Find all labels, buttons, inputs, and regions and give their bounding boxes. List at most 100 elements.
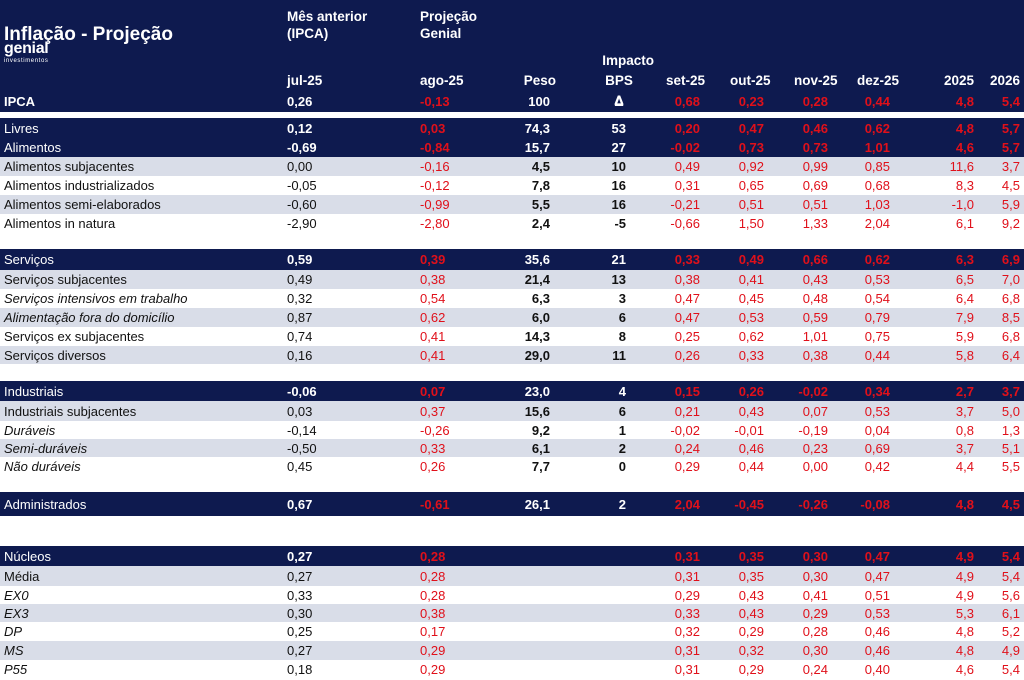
- table-row: DP 0,25 0,17 0,32 0,29 0,28 0,46 4,8 5,2: [0, 622, 1024, 641]
- cell-dez: 0,75: [864, 329, 890, 344]
- cell-y2025: 2,7: [955, 383, 974, 399]
- cell-y2025: 6,5: [955, 272, 974, 287]
- row-label: Não duráveis: [4, 458, 81, 474]
- delta-title: Δ: [614, 93, 624, 108]
- cell-nov: 0,23: [802, 440, 828, 456]
- cell-dez: 0,34: [864, 383, 890, 399]
- cell-y2025: 0,8: [955, 422, 974, 438]
- cell-dez: 0,53: [864, 403, 890, 419]
- cell-set: 0,29: [674, 458, 700, 474]
- cell-jul-25: 0,67: [287, 496, 313, 512]
- cell-peso: 2,4: [531, 216, 550, 231]
- col-nov-25: nov-25: [794, 73, 838, 88]
- cell-out: 0,44: [738, 458, 764, 474]
- cell-nov: 0,30: [802, 548, 828, 564]
- row-label: Serviços subjacentes: [4, 272, 127, 287]
- cell-peso: 15,6: [524, 403, 550, 419]
- table-row: Alimentos semi-elaborados -0,60 -0,99 5,5 16…: [0, 195, 1024, 214]
- cell-nov: 0,51: [802, 197, 828, 212]
- cell-dez: 0,53: [864, 272, 890, 287]
- cell-ago-25: -2,80: [420, 216, 450, 231]
- cell-y2026: 4,5: [1001, 496, 1020, 512]
- cell-y2026: 6,1: [1001, 605, 1020, 621]
- cell-ago-25: 0,38: [420, 605, 446, 621]
- cell-nov: -0,02: [798, 383, 828, 399]
- cell-peso: 4,5: [531, 159, 550, 174]
- cell-dez: 0,62: [864, 120, 890, 136]
- cell-y2026: 5,9: [1001, 197, 1020, 212]
- cell-ago-25: 0,28: [420, 568, 446, 584]
- cell-out: 0,62: [738, 329, 764, 344]
- cell-peso: 7,7: [531, 458, 550, 474]
- cell-out: 0,33: [738, 347, 764, 363]
- cell-y2025: 4,9: [955, 587, 974, 603]
- cell-jul-25: -0,14: [287, 422, 317, 438]
- table-row: Serviços subjacentes 0,49 0,38 21,4 13 0,38 0,…: [0, 270, 1024, 289]
- col-peso: Peso: [523, 73, 556, 88]
- cell-bps: [596, 641, 626, 660]
- row-label: Núcleos: [4, 548, 51, 564]
- col-jul-25: jul-25: [287, 73, 323, 88]
- cell-y2025: 5,9: [955, 329, 974, 344]
- cell-y2026: 6,8: [1001, 329, 1020, 344]
- cell-y2025: 6,3: [955, 252, 974, 267]
- cell-dez: 0,46: [864, 624, 890, 639]
- row-label: Alimentos: [4, 140, 62, 155]
- cell-bps: 16: [611, 197, 626, 212]
- cell-nov: -0,19: [798, 422, 828, 438]
- cell-set: 0,31: [674, 568, 700, 584]
- table-row: Administrados 0,67 -0,61 26,1 2 2,04 -0,45 -0,2…: [0, 492, 1024, 516]
- cell-y2026: 8,5: [1001, 310, 1020, 325]
- cell-y2026: 5,6: [1001, 587, 1020, 603]
- cell-peso: 7,8: [531, 178, 550, 193]
- cell-nov: 0,30: [802, 568, 828, 584]
- row-label: Industriais subjacentes: [4, 403, 137, 419]
- cell-bps: 13: [611, 272, 626, 287]
- cell-ago-25: -0,84: [420, 140, 450, 155]
- cell-peso: 6,0: [531, 310, 550, 325]
- cell-set: 0,38: [674, 272, 700, 287]
- table-row: Industriais subjacentes 0,03 0,37 15,6 6 0,21…: [0, 401, 1024, 421]
- cell-y2025: 4,6: [955, 662, 974, 677]
- cell-dez: 0,69: [864, 440, 890, 456]
- cell-bps: 21: [611, 252, 626, 267]
- cell-ago-25: 0,41: [420, 329, 446, 344]
- cell-jul-25: 0,12: [287, 120, 313, 136]
- cell-y2026: 3,7: [1001, 383, 1020, 399]
- cell-bps: [596, 546, 626, 566]
- cell-peso: [500, 660, 550, 679]
- col-projection-title: Projeção Genial: [420, 9, 478, 41]
- row-label: Serviços diversos: [4, 347, 106, 363]
- table-row: Alimentação fora do domicílio 0,87 0,62 6,0…: [0, 308, 1024, 327]
- table-row: Serviços 0,59 0,39 35,6 21 0,33 0,49 0,66 0,62 6,…: [0, 249, 1024, 270]
- cell-ago-25: 0,37: [420, 403, 446, 419]
- cell-ago-25: 0,33: [420, 440, 446, 456]
- cell-jul-25: 0,87: [287, 310, 313, 325]
- cell-jul-25: 0,45: [287, 458, 313, 474]
- cell-peso: [500, 566, 550, 586]
- cell-dez: 0,47: [864, 548, 890, 564]
- cell-out: 0,73: [738, 140, 764, 155]
- cell-ago-25: 0,39: [420, 252, 446, 267]
- cell-bps: 6: [618, 310, 626, 325]
- table-row: Não duráveis 0,45 0,26 7,7 0 0,29 0,44 0,00 0,42…: [0, 457, 1024, 475]
- cell-set: 0,47: [674, 310, 700, 325]
- cell-y2026: 5,1: [1001, 440, 1020, 456]
- cell-y2025: 4,4: [955, 458, 974, 474]
- cell-jul-25: 0,33: [287, 587, 313, 603]
- cell-jul-25: 0,49: [287, 272, 313, 287]
- cell-dez: 0,40: [864, 662, 890, 677]
- cell-bps: 6: [618, 403, 626, 419]
- cell-jul-25: 0,30: [287, 605, 313, 621]
- cell-y2026: 5,4: [1001, 568, 1020, 584]
- cell-out: 0,35: [738, 568, 764, 584]
- cell-y2025: 4,9: [955, 568, 974, 584]
- cell-y2025: 8,3: [955, 178, 974, 193]
- cell-nov: 0,38: [802, 347, 828, 363]
- cell-dez: 0,04: [864, 422, 890, 438]
- cell-peso: [500, 546, 550, 566]
- cell-peso: 9,2: [531, 422, 550, 438]
- cell-jul-25: 0,16: [287, 347, 313, 363]
- cell-y2026: 4,5: [1001, 178, 1020, 193]
- cell-jul-25: 0,32: [287, 291, 313, 306]
